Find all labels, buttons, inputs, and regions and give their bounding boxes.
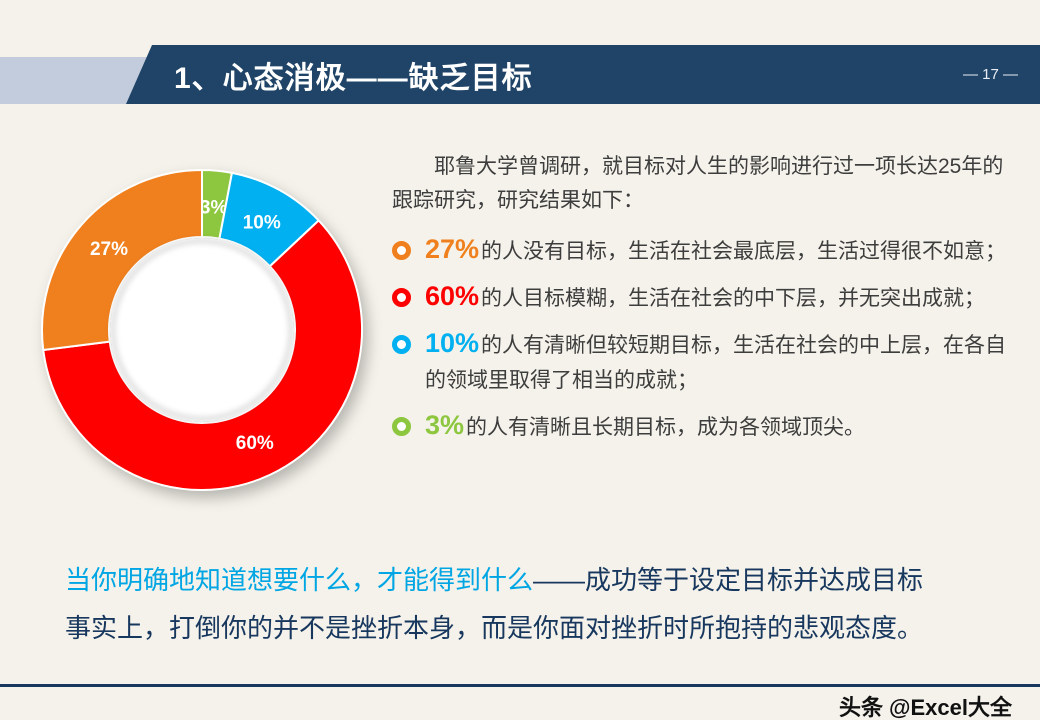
donut-label-10%: 10% bbox=[243, 212, 281, 233]
watermark-text: 头条 @Excel大全 bbox=[838, 695, 1012, 720]
bullet-item-27: 27%的人没有目标，生活在社会最底层，生活过得很不如意； bbox=[392, 232, 1020, 269]
bullet-percent: 27% bbox=[425, 234, 480, 264]
donut-chart-svg: 3% 10% 60% 27% bbox=[41, 168, 363, 491]
donut-segment-27% bbox=[41, 168, 203, 352]
conclusion-highlight: 当你明确地知道想要什么，才能得到什么 bbox=[65, 565, 534, 595]
conclusion-line-2: 事实上，打倒你的并不是挫折本身，而是你面对挫折时所抱持的悲观态度。 bbox=[65, 613, 924, 643]
donut-hole bbox=[110, 238, 294, 422]
donut-hole-shadow bbox=[111, 239, 293, 421]
bullet-item-10: 10%的人有清晰但较短期目标，生活在社会的中上层，在各自的领域里取得了相当的成就… bbox=[392, 326, 1020, 398]
bullet-percent: 60% bbox=[425, 281, 480, 311]
bottom-divider bbox=[0, 684, 1040, 687]
page-number: — 17 — bbox=[962, 66, 1018, 83]
donut-label-27%: 27% bbox=[90, 239, 128, 260]
bullet-percent: 10% bbox=[425, 328, 480, 358]
bullet-ring-icon bbox=[392, 241, 411, 260]
intro-paragraph: 耶鲁大学曾调研，就目标对人生的影响进行过一项长达25年的跟踪研究，研究结果如下： bbox=[392, 155, 1004, 212]
bullet-text: 60%的人目标模糊，生活在社会的中下层，并无突出成就； bbox=[425, 279, 985, 316]
donut-label-3%: 3% bbox=[200, 198, 228, 219]
header-bar: 1、心态消极——缺乏目标 — 17 — bbox=[126, 45, 1040, 104]
bullet-list: 27%的人没有目标，生活在社会最底层，生活过得很不如意； 60%的人目标模糊，生… bbox=[392, 232, 1020, 445]
bullet-item-3: 3%的人有清晰且长期目标，成为各领域顶尖。 bbox=[392, 408, 1020, 445]
conclusion-block: 当你明确地知道想要什么，才能得到什么——成功等于设定目标并达成目标 事实上，打倒… bbox=[65, 556, 1002, 652]
bullet-text: 10%的人有清晰但较短期目标，生活在社会的中上层，在各自的领域里取得了相当的成就… bbox=[425, 326, 1020, 398]
bullet-ring-icon bbox=[392, 417, 411, 436]
donut-chart: 3% 10% 60% 27% bbox=[22, 150, 382, 510]
bullet-body: 的人没有目标，生活在社会最底层，生活过得很不如意； bbox=[481, 240, 1007, 263]
bullet-percent: 3% bbox=[425, 410, 465, 440]
bullet-ring-icon bbox=[392, 288, 411, 307]
bullet-body: 的人有清晰且长期目标，成为各领域顶尖。 bbox=[466, 416, 866, 439]
bullet-body: 的人目标模糊，生活在社会的中下层，并无突出成就； bbox=[481, 287, 986, 310]
donut-label-60%: 60% bbox=[236, 433, 274, 454]
donut-segments-group: 3% 10% 60% 27% bbox=[41, 168, 363, 491]
text-area: 耶鲁大学曾调研，就目标对人生的影响进行过一项长达25年的跟踪研究，研究结果如下：… bbox=[392, 150, 1020, 455]
bullet-text: 27%的人没有目标，生活在社会最底层，生活过得很不如意； bbox=[425, 232, 1006, 269]
donut-segment-60% bbox=[42, 219, 363, 491]
slide-title: 1、心态消极——缺乏目标 bbox=[174, 61, 533, 95]
bullet-text: 3%的人有清晰且长期目标，成为各领域顶尖。 bbox=[425, 408, 865, 445]
conclusion-line-1: 当你明确地知道想要什么，才能得到什么——成功等于设定目标并达成目标 bbox=[65, 556, 1002, 604]
bullet-ring-icon bbox=[392, 335, 411, 354]
conclusion-rest: ——成功等于设定目标并达成目标 bbox=[533, 565, 924, 595]
header-accent-shape bbox=[0, 57, 150, 104]
bullet-item-60: 60%的人目标模糊，生活在社会的中下层，并无突出成就； bbox=[392, 279, 1020, 316]
bullet-body: 的人有清晰但较短期目标，生活在社会的中上层，在各自的领域里取得了相当的成就； bbox=[425, 334, 1007, 392]
